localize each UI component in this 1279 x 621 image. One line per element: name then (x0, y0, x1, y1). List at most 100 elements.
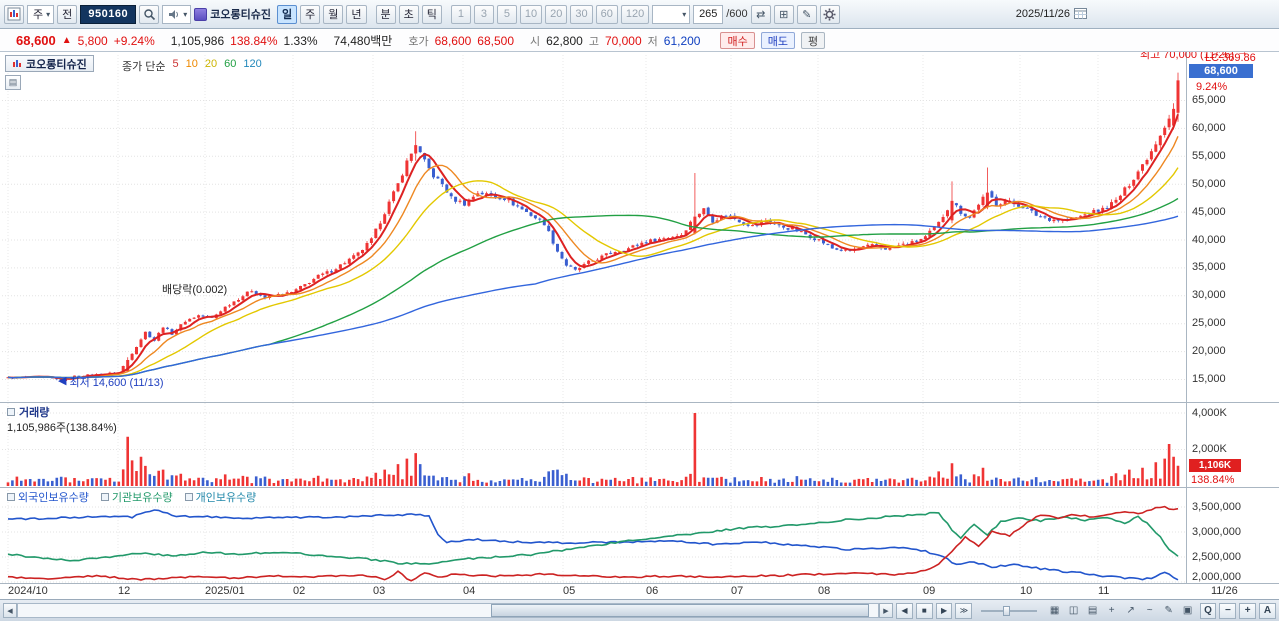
high-price: 70,000 (604, 33, 642, 48)
interval-20-button[interactable]: 20 (545, 4, 568, 24)
interval-10-button[interactable]: 10 (519, 4, 543, 24)
tool-trendline-icon[interactable]: ↗ (1122, 603, 1140, 619)
tool-multi-chart-icon[interactable]: ◫ (1065, 603, 1083, 619)
legend-ma5: 5 (172, 58, 179, 70)
scroll-left-icon[interactable]: ◀ (3, 603, 17, 618)
price-axis-label: 25,000 (1192, 317, 1226, 329)
zoom-slider[interactable] (979, 603, 1038, 619)
chart-type-combo[interactable]: 주 ▾ (27, 4, 55, 24)
buy-button[interactable]: 매수 (720, 32, 755, 49)
period-second-button[interactable]: 초 (398, 4, 419, 24)
price-axis-label: 50,000 (1192, 178, 1226, 190)
volume-value: 1,105,986 (170, 33, 225, 48)
add-chart-icon[interactable]: ⊞ (773, 4, 794, 24)
ma-legend: 종가 단순 5 10 20 60 120 (122, 58, 262, 74)
period-week-button[interactable]: 주 (300, 4, 321, 24)
tool-list-icon[interactable]: ▤ (1084, 603, 1102, 619)
price-axis-label: 45,000 (1192, 206, 1226, 218)
holdings-axis-label: 2,000,000 (1192, 571, 1241, 583)
interval-60-button[interactable]: 60 (595, 4, 618, 24)
stock-type-badge-icon (194, 7, 208, 21)
scrollbar-track[interactable] (17, 603, 879, 618)
legend-ma120: 120 (243, 58, 262, 70)
gear-icon[interactable] (819, 4, 840, 24)
x-axis-label: 08 (818, 585, 831, 597)
period-year-button[interactable]: 년 (346, 4, 367, 24)
swap-icon[interactable]: ⇄ (750, 4, 771, 24)
ma10-line (7, 136, 1179, 379)
bottom-bar: ◀ ▶ ◀ ■ ▶ ≫ ▦ ◫ ▤ + ↗ ~ ✎ ▣ Q − + A (0, 599, 1279, 621)
zoom-out-button[interactable]: − (1219, 602, 1237, 619)
x-axis-label: 03 (373, 585, 386, 597)
price-axis-label: 20,000 (1192, 345, 1226, 357)
sell-button[interactable]: 매도 (760, 32, 795, 49)
stock-code-input[interactable]: 950160 (80, 4, 137, 24)
play-button[interactable]: ▶ (935, 602, 953, 619)
zoom-in-button[interactable]: + (1239, 602, 1257, 619)
bid-price: 68,500 (477, 33, 514, 48)
holdings-axis-label: 2,500,000 (1192, 551, 1241, 563)
price-change-pct: +9.24% (113, 33, 155, 48)
tool-grid-icon[interactable]: ▦ (1046, 603, 1064, 619)
turnover-pct: 1.33% (283, 33, 318, 48)
chart-title-label: 코오롱티슈진 (26, 58, 87, 71)
period-minute-button[interactable]: 분 (375, 4, 396, 24)
avg-button[interactable]: 평 (800, 32, 826, 49)
tool-frame-icon[interactable]: ▣ (1179, 603, 1197, 619)
sound-alert-combo[interactable]: ▾ (162, 4, 192, 24)
chart-title-tab[interactable]: 코오롱티슈진 (5, 55, 94, 72)
volume-ratio: 138.84% (230, 33, 278, 48)
period-month-button[interactable]: 월 (323, 4, 344, 24)
tool-draw-icon[interactable]: ✎ (1160, 603, 1178, 619)
date-label: 2025/11/26 (1015, 8, 1070, 20)
ask-price: 68,600 (434, 33, 472, 48)
search-icon[interactable] (139, 4, 160, 24)
edit-icon[interactable]: ✎ (796, 4, 817, 24)
main-toolbar: 주 ▾ 전 950160 ▾ 코오롱티슈진 일 주 월 년 분 초 틱 1 3 5… (0, 0, 1279, 29)
interval-3-button[interactable]: 3 (473, 4, 494, 24)
stop-button[interactable]: ■ (915, 602, 933, 619)
interval-combo[interactable]: ▾ (652, 4, 691, 24)
scroll-right-icon[interactable]: ▶ (879, 603, 893, 618)
volume-axis-label: 2,000K (1192, 443, 1227, 455)
price-axis-label: 35,000 (1192, 261, 1226, 273)
chart-scrollbar[interactable]: ◀ ▶ (3, 603, 893, 618)
auto-scale-button[interactable]: A (1259, 602, 1276, 619)
annotation-ex-dividend: 배당락(0.002) (162, 284, 228, 296)
jump-end-button[interactable]: ≫ (955, 602, 973, 619)
prev-stock-button[interactable]: 전 (57, 4, 78, 24)
period-day-button[interactable]: 일 (277, 4, 298, 24)
chart-window-icon[interactable] (4, 4, 24, 24)
current-pct-label: 9.24% (1196, 81, 1228, 93)
interval-30-button[interactable]: 30 (570, 4, 593, 24)
tool-crosshair-icon[interactable]: + (1103, 603, 1121, 619)
chart-menu-icon[interactable]: ▤ (5, 75, 21, 90)
holdings-axis-label: 3,500,000 (1192, 501, 1241, 513)
step-back-button[interactable]: ◀ (896, 602, 913, 619)
chevron-down-icon: ▾ (183, 9, 188, 19)
pane-icon (7, 493, 15, 501)
scrollbar-thumb[interactable] (491, 604, 870, 617)
zoom-slider-thumb[interactable] (1003, 605, 1011, 616)
tool-wave-icon[interactable]: ~ (1141, 603, 1159, 619)
x-axis-label: 02 (293, 585, 306, 597)
price-axis-label: 15,000 (1192, 373, 1226, 385)
x-axis-label: 10 (1020, 585, 1033, 597)
period-tick-button[interactable]: 틱 (421, 4, 442, 24)
holdings-axis-label: 3,000,000 (1192, 526, 1241, 538)
ma120-line (7, 215, 1179, 379)
hoga-label: 호가 (408, 35, 429, 48)
magnifier-icon[interactable]: Q (1199, 602, 1217, 619)
interval-5-button[interactable]: 5 (496, 4, 517, 24)
legend-ma20: 20 (204, 58, 218, 70)
date-picker[interactable]: 2025/11/26 (1016, 7, 1087, 22)
price-change: 5,800 (77, 33, 108, 48)
x-axis-label: 2024/10 (8, 585, 48, 597)
bar-count-input[interactable]: 265 (693, 4, 724, 24)
calendar-icon[interactable] (1074, 7, 1087, 22)
low-price: 61,200 (663, 33, 701, 48)
interval-1-button[interactable]: 1 (450, 4, 471, 24)
chart-canvas[interactable] (0, 52, 1279, 599)
interval-120-button[interactable]: 120 (620, 4, 650, 24)
